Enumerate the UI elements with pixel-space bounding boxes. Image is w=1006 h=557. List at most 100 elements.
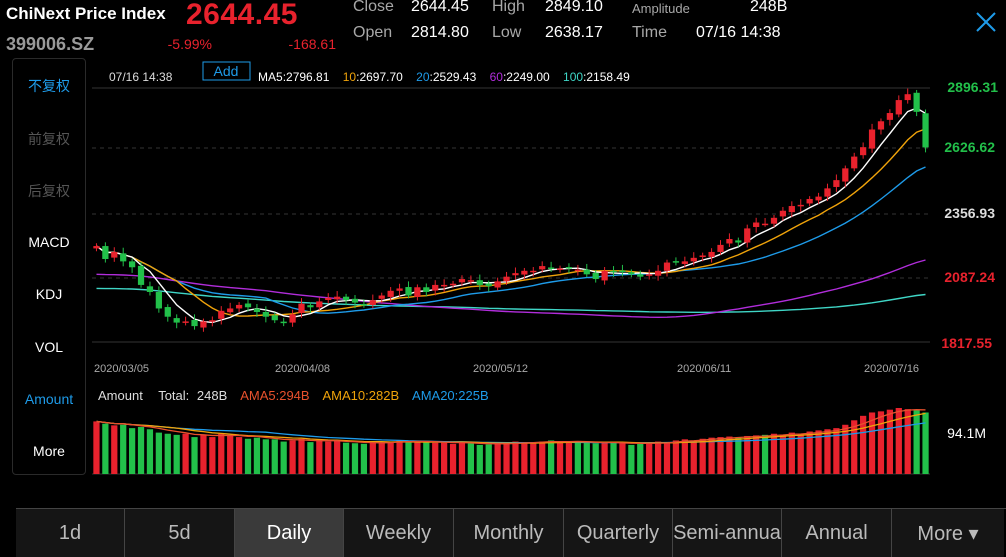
candle-body [851,156,858,169]
candle-body [280,321,287,324]
amount-bar [405,442,412,474]
adjust-backward-item[interactable]: 后复权 [28,183,70,199]
y-tick-label: 2626.62 [944,139,995,155]
candle-body [797,204,804,207]
candle-body [360,303,368,306]
tab-semi-annual[interactable]: Semi-annua [673,509,782,557]
candle-body [351,298,359,303]
amount-bar [663,442,671,474]
amount-bar [316,440,323,474]
ama20-value: :225B [455,388,489,403]
candle-body [904,94,911,101]
amount-bar [155,432,162,474]
ma60-line [96,259,926,319]
ma100-value: :2158.49 [583,70,630,84]
candle-body [565,267,573,269]
amount-bar [530,442,537,474]
amount-bar [93,421,100,474]
vol-item[interactable]: VOL [34,339,63,355]
macd-item[interactable]: MACD [28,234,70,250]
candle-body [271,315,278,321]
candle-body [877,121,885,130]
amount-bar [619,443,626,474]
amount-bar [271,439,278,474]
ma10-line [96,128,926,317]
candle-body [396,288,403,291]
amount-bar [690,440,697,474]
candle-body [886,113,894,120]
candle-body [423,287,430,292]
tab-1d[interactable]: 1d [16,509,125,557]
candlestick-chart[interactable]: 07/16 14:38 Add MA5:2796.81 10:2697.70 2… [0,0,1006,508]
candle-body [521,270,528,275]
add-button[interactable] [202,61,251,81]
amount-bar [342,442,350,474]
y-tick-label: 2356.93 [944,205,995,221]
candle-body [227,308,234,313]
change-amount: -168.61 [288,36,336,52]
candle-body [512,273,519,276]
amount-bar [717,437,724,474]
y-tick-label: 2087.24 [944,269,995,285]
candle-body [717,244,724,252]
amount-bar [726,436,733,474]
ama5-value: :294B [276,388,310,403]
amount-bar [396,440,403,474]
amount-bar [797,433,804,474]
more-indicators-item[interactable]: More [33,443,65,459]
amount-bar [592,443,599,474]
amount-bar [681,439,688,474]
amount-bar [833,428,840,474]
kdj-item[interactable]: KDJ [35,286,63,302]
candle-body [619,270,626,273]
x-tick-label: 2020/06/11 [677,363,731,375]
tab-annual[interactable]: Annual [782,509,892,557]
adjust-forward-item[interactable]: 前复权 [28,131,70,147]
candle-body [485,283,492,287]
amount-bar [414,441,421,474]
amount-bar [806,431,813,474]
amount-total-label: Total [158,388,186,403]
amount-item[interactable]: Amount [24,391,74,407]
candle-body [895,100,902,115]
amount-bar [262,439,269,474]
candle-body [173,318,180,323]
high-value: 2849.10 [545,0,603,15]
tab-5d[interactable]: 5d [125,509,235,557]
candle-body [530,270,537,273]
amount-bar [191,437,198,474]
candle-body [726,238,733,244]
tab-monthly[interactable]: Monthly [454,509,564,557]
tab-weekly[interactable]: Weekly [344,509,454,557]
add-button-label[interactable]: Add [214,63,239,79]
index-title: ChiNext Price Index [6,4,166,23]
candle-body [779,210,787,217]
candle-body [137,265,145,285]
amount-bar [815,430,822,474]
ma5-value: :2796.81 [283,70,330,84]
candle-body [539,266,546,270]
amount-bar [583,442,590,474]
ama10-value: :282B [365,388,399,403]
index-code: 399006.SZ [6,34,95,54]
adjust-none-item[interactable]: 不复权 [28,78,70,94]
candle-body [325,297,332,300]
candle-body [146,286,154,292]
amount-bar [146,429,154,474]
amount-bar [860,415,867,474]
ma10-label: 10 [343,70,357,84]
amount-bar [637,443,644,474]
amount-legend: Amount Total: 248B AMA5:294B AMA10:282B … [98,388,489,403]
amount-bar [824,429,831,474]
close-icon[interactable] [974,10,998,34]
tab-more[interactable]: More ▾ [892,509,1004,557]
tab-daily[interactable]: Daily [235,509,344,557]
candle-body [744,228,751,243]
candle-body [699,255,706,257]
amount-bar [610,442,617,474]
amount-bar [423,441,430,474]
candle-body [547,267,555,269]
amount-bar [164,433,171,474]
amount-bar [512,441,519,474]
tab-quarterly[interactable]: Quarterly [564,509,673,557]
